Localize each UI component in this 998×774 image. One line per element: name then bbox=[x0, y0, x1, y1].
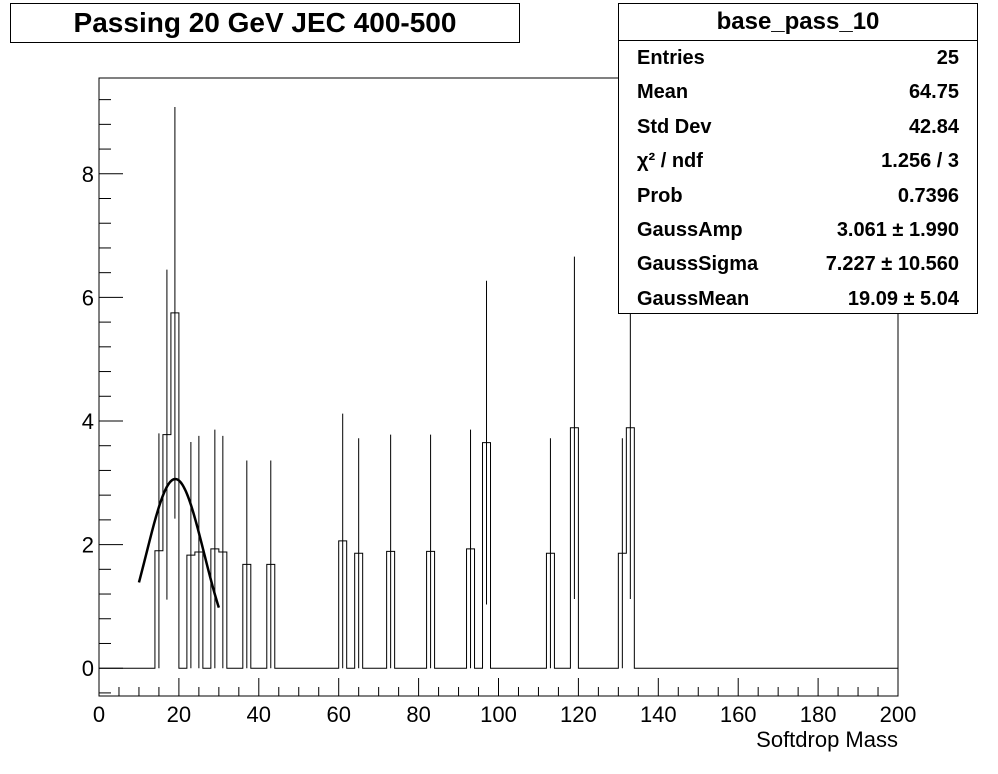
x-axis: 0 20 40 60 80 100 120 140 160 180 200 bbox=[93, 678, 916, 727]
stat-value: 25 bbox=[936, 47, 959, 69]
stat-row-mean: Mean 64.75 bbox=[619, 75, 977, 109]
y-tick-label: 6 bbox=[82, 285, 94, 310]
stat-row-gauss-amp: GaussAmp 3.061 ± 1.990 bbox=[619, 213, 977, 247]
y-axis: 0 2 4 6 8 bbox=[82, 99, 123, 694]
stat-row-prob: Prob 0.7396 bbox=[619, 179, 977, 213]
stat-label: GaussAmp bbox=[637, 218, 743, 241]
y-tick-label: 0 bbox=[82, 656, 94, 681]
stat-row-std-dev: Std Dev 42.84 bbox=[619, 110, 977, 144]
y-tick-label: 2 bbox=[82, 533, 94, 558]
stat-row-chi2-ndf: χ² / ndf 1.256 / 3 bbox=[619, 144, 977, 178]
x-tick-label: 180 bbox=[800, 702, 837, 727]
x-tick-label: 80 bbox=[406, 702, 430, 727]
stat-label: Prob bbox=[637, 184, 683, 207]
stats-box: base_pass_10 Entries 25 Mean 64.75 Std D… bbox=[618, 3, 978, 314]
stat-value: 7.227 ± 10.560 bbox=[825, 253, 959, 276]
histogram-outline bbox=[99, 312, 898, 669]
stat-value: 0.7396 bbox=[897, 184, 959, 207]
x-tick-label: 160 bbox=[720, 702, 757, 727]
stat-value: 42.84 bbox=[908, 115, 959, 138]
stat-value: 3.061 ± 1.990 bbox=[836, 218, 959, 241]
gaussian-fit-curve bbox=[137, 477, 221, 609]
stat-row-entries: Entries 25 bbox=[619, 41, 977, 75]
stat-label: GaussMean bbox=[637, 287, 750, 310]
stat-value: 19.09 ± 5.04 bbox=[847, 287, 959, 310]
stat-label: Std Dev bbox=[637, 115, 712, 138]
y-tick-label: 4 bbox=[82, 409, 94, 434]
x-tick-label: 60 bbox=[326, 702, 350, 727]
x-tick-label: 40 bbox=[247, 702, 271, 727]
stat-value: 64.75 bbox=[908, 81, 959, 104]
chart-title: Passing 20 GeV JEC 400-500 bbox=[10, 3, 520, 43]
x-tick-label: 200 bbox=[880, 702, 917, 727]
x-tick-label: 120 bbox=[560, 702, 597, 727]
error-bars bbox=[158, 107, 631, 669]
stat-row-gauss-sigma: GaussSigma 7.227 ± 10.560 bbox=[619, 247, 977, 281]
x-tick-label: 140 bbox=[640, 702, 677, 727]
x-tick-label: 20 bbox=[167, 702, 191, 727]
stat-label: Mean bbox=[637, 81, 689, 104]
x-tick-label: 0 bbox=[93, 702, 105, 727]
stat-row-gauss-mean: GaussMean 19.09 ± 5.04 bbox=[619, 282, 977, 316]
stat-label: Entries bbox=[637, 47, 705, 69]
stat-label: χ² / ndf bbox=[637, 150, 703, 173]
stat-value: 1.256 / 3 bbox=[881, 150, 959, 173]
x-tick-label: 100 bbox=[480, 702, 517, 727]
x-axis-label: Softdrop Mass bbox=[756, 727, 898, 752]
stat-label: GaussSigma bbox=[637, 253, 759, 276]
stats-box-title: base_pass_10 bbox=[619, 4, 977, 41]
y-tick-label: 8 bbox=[82, 162, 94, 187]
